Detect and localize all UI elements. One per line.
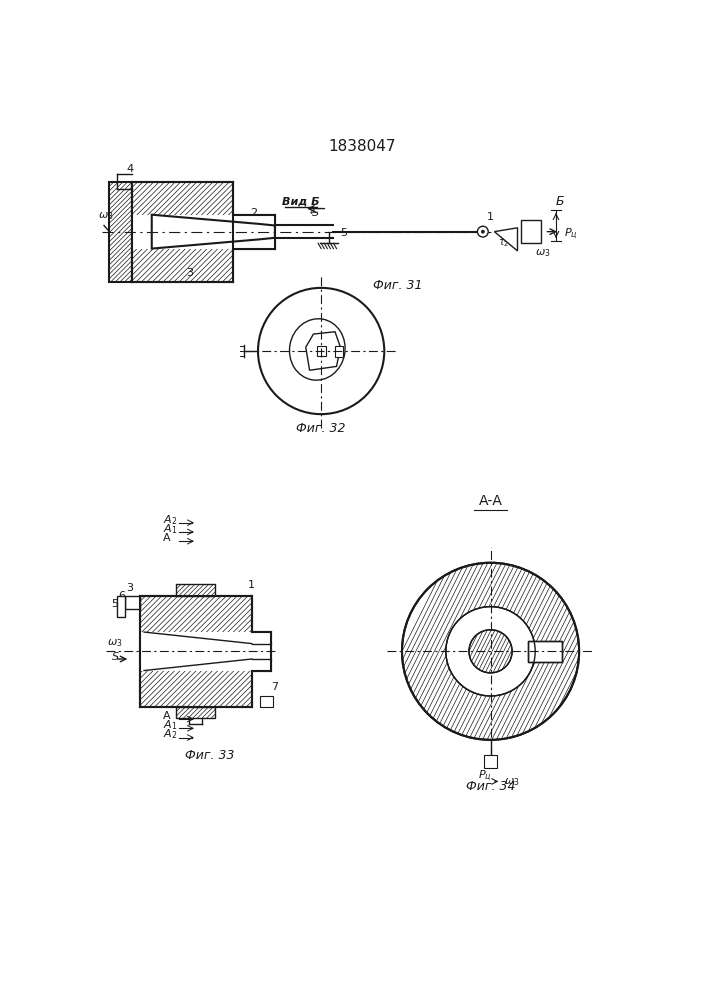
Bar	[317, 346, 326, 356]
Bar	[275, 225, 333, 238]
Bar	[176, 707, 215, 718]
Bar	[252, 632, 271, 671]
Bar	[176, 707, 215, 718]
Bar	[110, 182, 132, 282]
Bar	[110, 182, 132, 282]
Polygon shape	[140, 596, 271, 651]
Circle shape	[258, 288, 385, 414]
Text: 2: 2	[259, 659, 267, 669]
Text: Б: Б	[556, 195, 565, 208]
Text: $A_1$: $A_1$	[163, 718, 177, 732]
Text: $A_2$: $A_2$	[163, 728, 177, 741]
Text: 3: 3	[187, 268, 194, 278]
Circle shape	[469, 630, 512, 673]
Text: 5: 5	[111, 599, 118, 609]
Text: $\tau_2$: $\tau_2$	[498, 238, 510, 249]
Circle shape	[402, 563, 579, 740]
Bar	[140, 632, 252, 671]
Bar	[521, 220, 541, 243]
Text: $\omega_3$: $\omega_3$	[107, 637, 122, 649]
Text: 2: 2	[250, 208, 257, 218]
Text: Фиг. 31: Фиг. 31	[373, 279, 423, 292]
Text: $\leftarrow$: $\leftarrow$	[308, 208, 319, 217]
Text: $\omega_3$: $\omega_3$	[535, 247, 551, 259]
Polygon shape	[140, 651, 271, 707]
Text: S: S	[112, 652, 119, 662]
Bar	[117, 596, 125, 617]
Text: $P_ц$: $P_ц$	[563, 226, 578, 241]
Text: $\omega_3$: $\omega_3$	[515, 637, 531, 649]
Text: $A_2$: $A_2$	[163, 513, 177, 527]
Bar	[335, 346, 343, 357]
Text: 5: 5	[340, 228, 347, 237]
Circle shape	[446, 607, 535, 696]
Text: 1: 1	[248, 580, 255, 590]
Polygon shape	[132, 232, 275, 282]
Circle shape	[481, 230, 484, 233]
Text: Фиг. 32: Фиг. 32	[296, 422, 346, 435]
Text: A: A	[163, 533, 171, 543]
Polygon shape	[140, 596, 271, 651]
Circle shape	[469, 630, 512, 673]
Text: Фиг. 34: Фиг. 34	[466, 780, 515, 793]
Bar	[176, 584, 215, 596]
Polygon shape	[152, 215, 275, 249]
Bar	[259, 696, 274, 707]
Text: $\omega_3$: $\omega_3$	[98, 210, 113, 222]
Bar	[125, 596, 140, 609]
Circle shape	[477, 226, 489, 237]
Circle shape	[402, 563, 579, 740]
Ellipse shape	[289, 319, 345, 380]
Text: Фиг. 33: Фиг. 33	[185, 749, 234, 762]
Text: S: S	[312, 208, 320, 218]
Polygon shape	[132, 182, 275, 232]
Polygon shape	[132, 232, 275, 282]
Text: 1838047: 1838047	[328, 139, 396, 154]
Polygon shape	[527, 641, 562, 662]
Polygon shape	[140, 651, 271, 707]
Text: 3: 3	[127, 583, 134, 593]
Text: 1: 1	[486, 212, 493, 222]
Text: 6: 6	[119, 591, 126, 601]
Bar	[484, 755, 498, 768]
Bar	[176, 584, 215, 596]
Polygon shape	[132, 182, 275, 232]
Bar	[132, 215, 275, 249]
Text: $P_ц$: $P_ц$	[478, 769, 491, 783]
Text: $A_1$: $A_1$	[163, 522, 177, 536]
Text: A: A	[163, 711, 171, 721]
Text: Вид Б: Вид Б	[281, 197, 319, 207]
Text: $\omega_3$: $\omega_3$	[504, 777, 520, 788]
Polygon shape	[494, 228, 518, 251]
Text: А-А: А-А	[479, 494, 503, 508]
Text: 7: 7	[271, 682, 279, 692]
Text: 4: 4	[127, 164, 134, 174]
Polygon shape	[305, 332, 340, 370]
